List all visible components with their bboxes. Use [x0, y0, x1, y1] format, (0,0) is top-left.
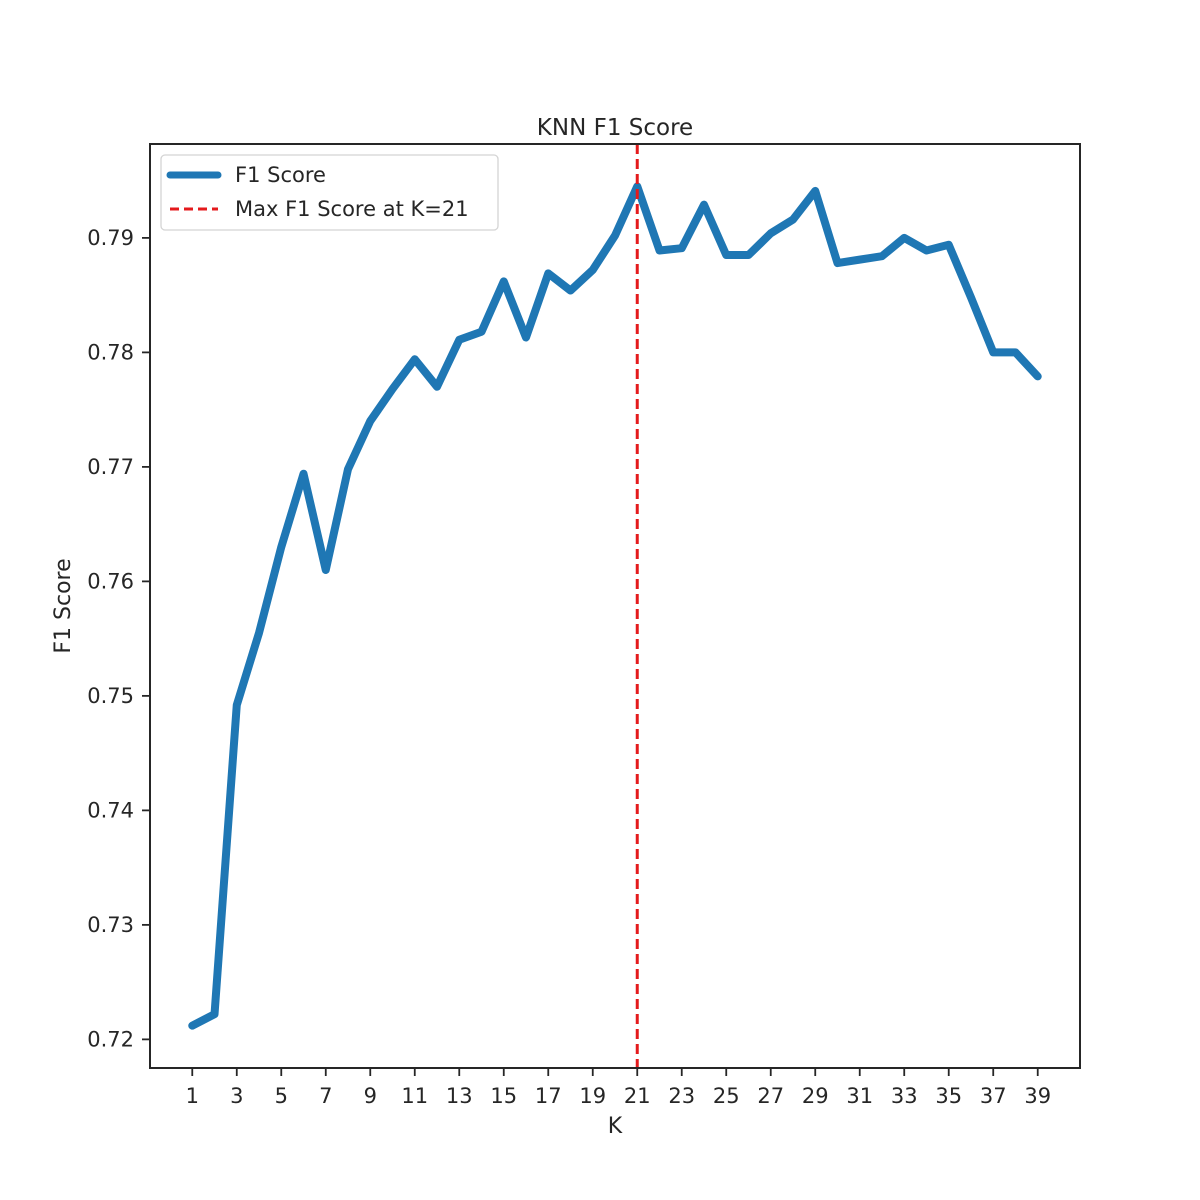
plot-area — [188, 144, 1042, 1068]
x-tick-label: 29 — [802, 1084, 829, 1108]
y-tick-label: 0.77 — [87, 455, 134, 479]
chart-title: KNN F1 Score — [537, 115, 693, 141]
legend-label-max-line: Max F1 Score at K=21 — [235, 197, 469, 221]
x-tick-label: 1 — [186, 1084, 199, 1108]
x-tick-label: 19 — [579, 1084, 606, 1108]
y-tick-label: 0.76 — [87, 569, 134, 593]
y-tick-label: 0.75 — [87, 684, 134, 708]
legend-box — [160, 154, 499, 231]
x-tick-label: 7 — [319, 1084, 332, 1108]
x-tick-label: 17 — [535, 1084, 562, 1108]
y-tick-label: 0.79 — [87, 226, 134, 250]
x-tick-label: 11 — [401, 1084, 428, 1108]
y-axis-ticks: 0.72 0.73 0.74 0.75 0.76 0.77 0.78 0.79 — [87, 226, 150, 1051]
x-tick-label: 31 — [846, 1084, 873, 1108]
x-tick-label: 13 — [446, 1084, 473, 1108]
y-tick-label: 0.78 — [87, 340, 134, 364]
x-tick-label: 37 — [980, 1084, 1007, 1108]
x-tick-label: 21 — [624, 1084, 651, 1108]
y-tick-label: 0.74 — [87, 798, 134, 822]
legend: F1 Score Max F1 Score at K=21 — [160, 154, 499, 231]
x-axis-title: K — [608, 1114, 623, 1139]
plot-frame — [149, 143, 1081, 1069]
y-tick-label: 0.73 — [87, 913, 134, 937]
x-tick-label: 33 — [891, 1084, 918, 1108]
legend-label-f1-score: F1 Score — [235, 163, 326, 187]
x-tick-label: 9 — [364, 1084, 377, 1108]
x-tick-label: 5 — [275, 1084, 288, 1108]
series-line-0 — [188, 182, 1042, 1030]
x-axis-ticks: 1 3 5 7 9 11 13 15 17 19 21 23 25 27 29 31 33 35 37 39 — [186, 1068, 1051, 1108]
x-tick-label: 15 — [490, 1084, 517, 1108]
x-tick-label: 23 — [668, 1084, 695, 1108]
x-tick-label: 35 — [935, 1084, 962, 1108]
x-tick-label: 39 — [1024, 1084, 1051, 1108]
x-tick-label: 25 — [713, 1084, 740, 1108]
y-axis-title: F1 Score — [51, 558, 76, 653]
x-tick-label: 27 — [757, 1084, 784, 1108]
y-tick-label: 0.72 — [87, 1027, 134, 1051]
x-tick-label: 3 — [230, 1084, 243, 1108]
